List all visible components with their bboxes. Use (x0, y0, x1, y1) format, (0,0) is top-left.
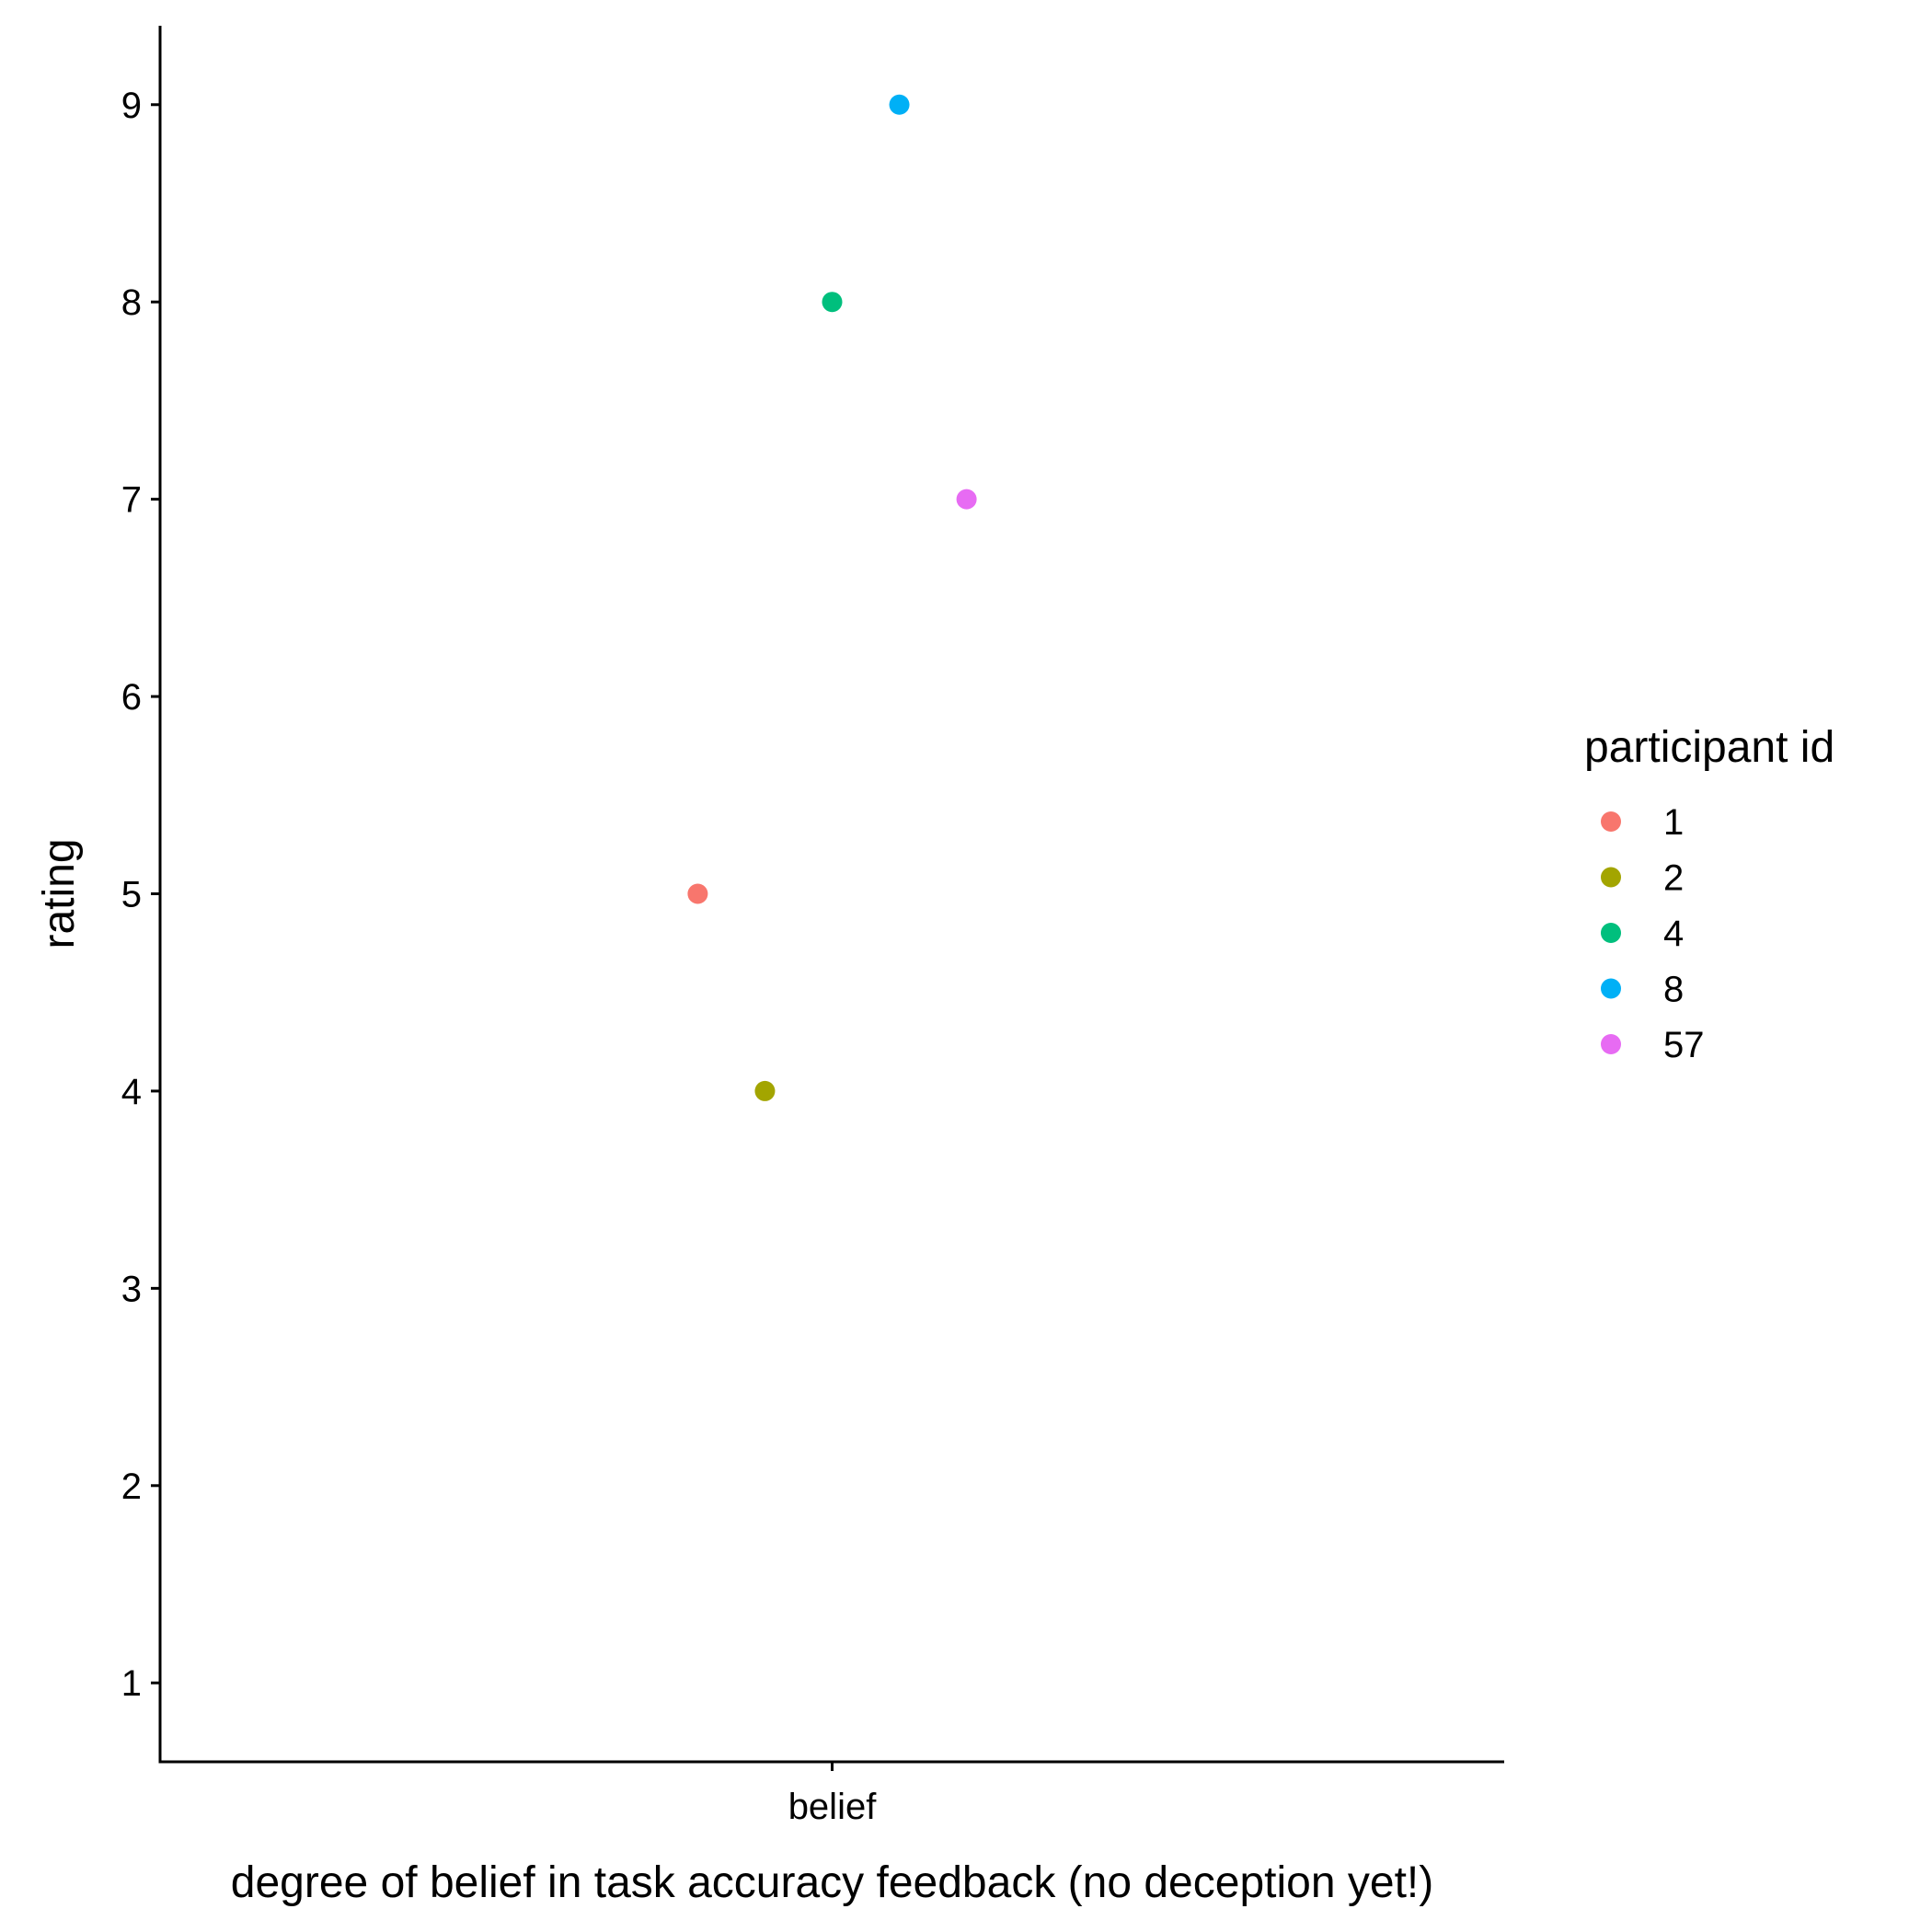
legend-label: 2 (1663, 858, 1684, 899)
y-tick-label: 5 (121, 875, 142, 915)
legend: participant id 1 2 4 8 57 (1584, 723, 1834, 1065)
y-tick-label: 1 (121, 1663, 142, 1704)
legend-key (1601, 867, 1621, 888)
legend-label: 57 (1663, 1025, 1705, 1065)
legend-title: participant id (1584, 723, 1834, 772)
legend-key (1601, 811, 1621, 832)
y-tick-label: 9 (121, 86, 142, 126)
y-tick-label: 7 (121, 480, 142, 521)
x-axis-title: degree of belief in task accuracy feedba… (231, 1858, 1433, 1907)
plot-area (687, 94, 977, 1101)
legend-key (1601, 1034, 1621, 1054)
y-tick-label: 8 (121, 282, 142, 323)
y-tick-label: 2 (121, 1466, 142, 1507)
axes: 1 2 3 4 5 6 7 8 9 belief (121, 26, 1504, 1827)
y-axis-title: rating (35, 838, 84, 949)
x-tick-label: belief (788, 1787, 878, 1827)
legend-label: 8 (1663, 970, 1684, 1010)
data-point (956, 489, 977, 510)
y-tick-label: 6 (121, 677, 142, 718)
legend-label: 1 (1663, 802, 1684, 843)
legend-label: 4 (1663, 914, 1684, 954)
data-point (889, 94, 910, 115)
data-point (687, 883, 708, 904)
data-point (754, 1080, 776, 1101)
legend-key (1601, 923, 1621, 943)
legend-key (1601, 978, 1621, 999)
y-tick-label: 3 (121, 1269, 142, 1309)
y-tick-label: 4 (121, 1072, 142, 1112)
data-point (822, 292, 843, 313)
